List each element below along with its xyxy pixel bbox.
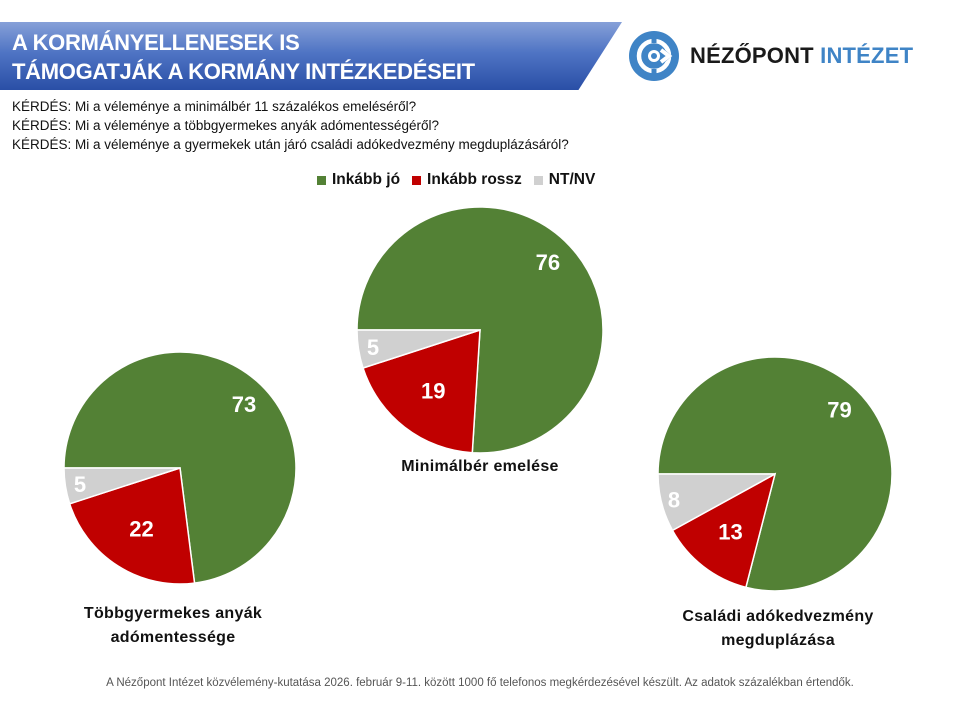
pie-value-label-na: 5 [74,472,86,497]
legend-swatch-bad [412,175,422,185]
caption-line: Többgyermekes anyák [83,605,263,622]
legend-label-good: Inkább jó [332,171,401,188]
pie-value-label-good: 79 [827,397,851,422]
question-1: KÉRDÉS: Mi a véleménye a minimálbér 11 s… [12,99,417,114]
logo-text-nezopont: NÉZŐPONT [690,43,814,68]
footer-note: A Nézőpont Intézet közvélemény-kutatása … [106,677,854,689]
caption-line: Minimálbér emelése [401,458,559,475]
pie-chart-minimum-wage: 76 19 5 [356,206,604,454]
pie-caption-minimum-wage: Minimálbér emelése [330,455,630,479]
pie-slice-na [657,473,776,532]
caption-line: megduplázása [721,632,835,649]
pie-chart-family-tax-credit: 79 13 8 [657,356,893,592]
pie-slice-na [356,329,481,369]
pie-value-label-good: 73 [232,392,256,417]
page-title-line-2: TÁMOGATJÁK A KORMÁNY INTÉZKEDÉSEIT [12,59,475,84]
survey-questions: KÉRDÉS: Mi a véleménye a minimálbér 11 s… [12,97,569,154]
legend-swatch-good [317,175,326,185]
question-2: KÉRDÉS: Mi a véleménye a többgyermekes a… [12,118,439,133]
pie-slice-bad [362,328,481,454]
pie-value-label-bad: 13 [718,519,742,544]
legend-swatch-na [533,175,543,185]
pie-value-label-bad: 22 [129,517,153,542]
pie-value-label-bad: 19 [421,378,445,403]
legend-item-bad: Inkább rossz [412,171,522,189]
pie-slice-bad [68,467,196,585]
pie-value-label-na: 8 [668,488,680,513]
caption-line: adómentessége [110,629,236,646]
logo-text: NÉZŐPONT INTÉZET [690,43,913,69]
pie-caption-family-tax-credit: Családi adókedvezmény megduplázása [628,605,928,653]
nezopont-target-icon [629,31,679,81]
legend-label-na: NT/NV [548,171,596,188]
logo-text-intezet: INTÉZET [820,43,914,68]
legend-label-bad: Inkább rossz [427,171,522,188]
nezopont-logo: NÉZŐPONT INTÉZET [628,30,913,82]
pie-slice-bad [671,472,777,589]
pie-slice-na [63,467,181,505]
pie-chart-mothers-tax-exemption: 73 22 5 [63,351,297,585]
legend-item-na: NT/NV [533,171,596,189]
page-title-line-1: A KORMÁNYELLENESEK IS [12,30,300,55]
question-3: KÉRDÉS: Mi a véleménye a gyermekek után … [12,137,569,152]
pie-caption-mothers-tax-exemption: Többgyermekes anyák adómentessége [23,602,323,650]
pie-value-label-na: 5 [367,335,379,360]
chart-legend: Inkább jó Inkább rossz NT/NV [317,171,607,189]
page-title: A KORMÁNYELLENESEK IS TÁMOGATJÁK A KORMÁ… [12,28,475,86]
caption-line: Családi adókedvezmény [682,608,874,625]
legend-item-good: Inkább jó [317,171,400,189]
title-banner [0,22,622,90]
pie-value-label-good: 76 [536,250,560,275]
